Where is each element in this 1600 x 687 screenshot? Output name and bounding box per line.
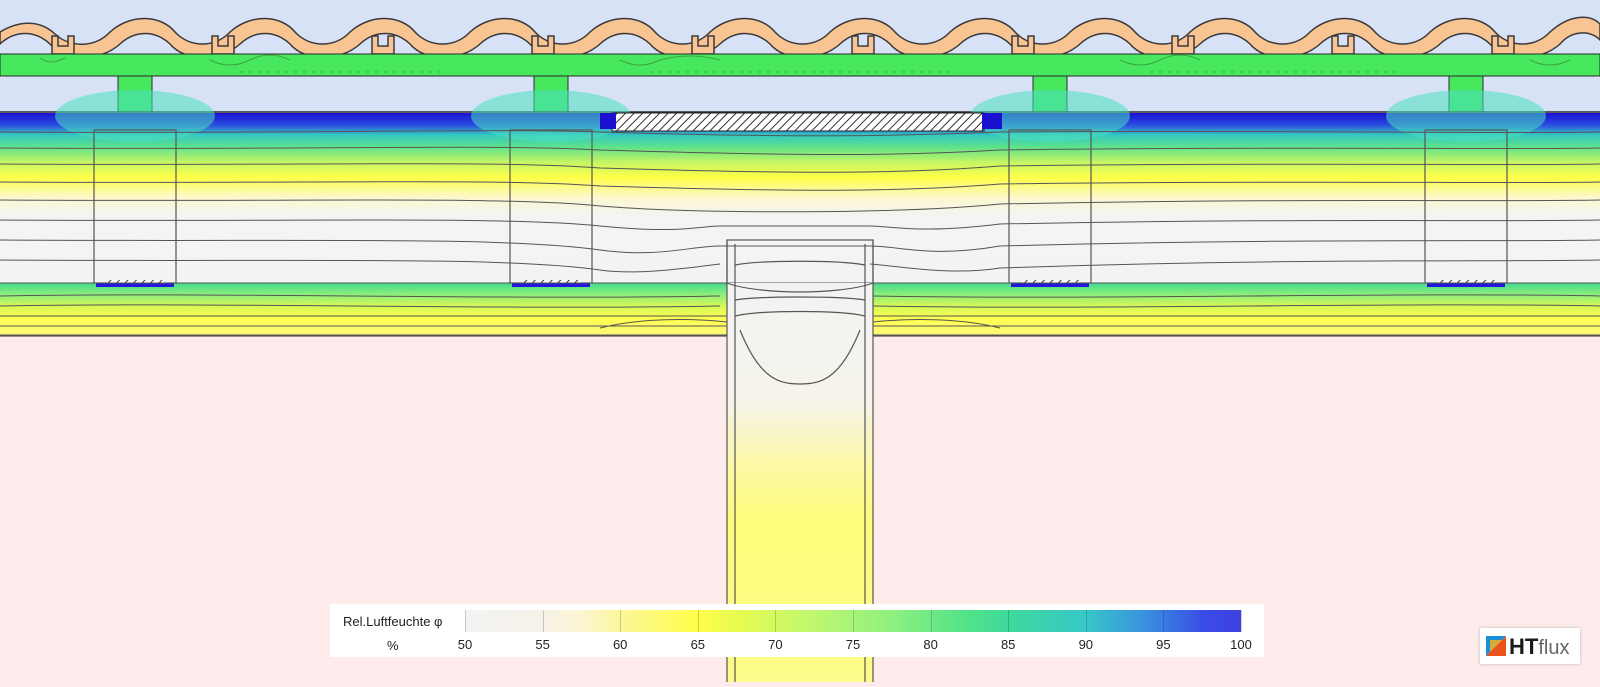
legend-tick-mark <box>620 610 622 632</box>
legend-tick-mark <box>1241 610 1242 632</box>
legend-tick-mark <box>1163 610 1165 632</box>
legend-tick-label: 55 <box>535 637 550 652</box>
rafter-humidity-spots <box>55 90 1546 142</box>
color-legend: Rel.Luftfeuchte φ % 50 55 60 65 70 75 80 85 90 95… <box>330 604 1264 657</box>
htflux-logo: HTflux <box>1480 628 1580 664</box>
logo-text-light: flux <box>1538 637 1570 659</box>
tile-batten <box>0 53 1600 77</box>
insulation-upper <box>0 113 1600 283</box>
lower-wet-spots <box>96 283 1505 287</box>
legend-tick-mark <box>1008 610 1010 632</box>
legend-tick-label: 75 <box>845 637 861 652</box>
legend-color-bar <box>465 610 1241 632</box>
legend-tick-label: 65 <box>690 637 706 652</box>
legend-tick-mark <box>1085 610 1087 632</box>
hatched-board <box>611 112 985 132</box>
wet-spot-left <box>600 113 616 129</box>
legend-tick-label: 95 <box>1156 637 1171 652</box>
legend-tick-mark <box>542 610 544 632</box>
logo-mark-icon <box>1486 636 1506 656</box>
legend-tick-mark <box>465 610 466 632</box>
legend-tick-mark <box>697 610 699 632</box>
isolines-upper <box>0 130 1600 273</box>
batten-pattern <box>39 54 1571 73</box>
legend-tick-label: 80 <box>923 637 938 652</box>
logo-text-bold: HT <box>1509 634 1539 659</box>
legend-tick-mark <box>853 610 854 632</box>
legend-tick-label: 60 <box>612 637 628 652</box>
legend-unit: % <box>387 638 399 653</box>
legend-tick-label: 90 <box>1078 637 1094 652</box>
legend-tick-mark <box>930 610 932 632</box>
legend-tick-mark <box>775 610 777 632</box>
legend-tick-label: 85 <box>1000 637 1016 652</box>
legend-title: Rel.Luftfeuchte φ <box>343 614 443 629</box>
tile-interlocks <box>51 35 1515 55</box>
wet-spot-right <box>982 113 1002 129</box>
legend-tick-label: 50 <box>457 637 473 652</box>
logo-text: HTflux <box>1509 634 1569 660</box>
legend-tick-label: 100 <box>1230 637 1252 652</box>
legend-tick-label: 70 <box>768 637 783 652</box>
